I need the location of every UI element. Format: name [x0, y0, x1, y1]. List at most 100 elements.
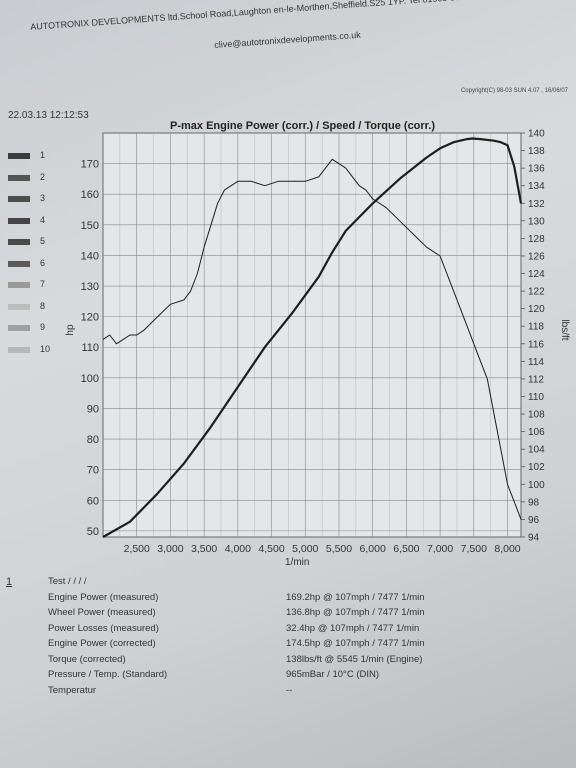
legend-label: 9	[40, 322, 46, 332]
result-value: 136.8hp @ 107mph / 7477 1/min	[286, 607, 425, 618]
legend-label: 7	[40, 279, 46, 289]
x-tick-label: 5,500	[326, 543, 352, 555]
legend-item: 3	[8, 193, 78, 205]
y2-tick-label: 98	[528, 497, 540, 508]
legend-swatch	[8, 260, 30, 267]
power-curve	[102, 137, 523, 538]
y-tick-label: 140	[81, 250, 99, 262]
legend-label: 6	[40, 257, 46, 268]
legend-label: 2	[40, 171, 46, 182]
result-label: Torque (corrected)	[48, 653, 126, 665]
result-row: Temperatur --	[0, 685, 576, 698]
legend-item: 7	[8, 279, 78, 291]
y-tick-label: 100	[81, 373, 99, 385]
y2-tick-label: 102	[528, 462, 545, 473]
result-row: Torque (corrected) 138lbs/ft @ 5545 1/min…	[0, 654, 576, 667]
legend-swatch	[8, 217, 30, 224]
legend-swatch	[8, 196, 30, 202]
result-row: Power Losses (measured) 32.4hp @ 107mph /…	[0, 623, 576, 636]
legend-swatch	[8, 239, 30, 245]
y-tick-label: 90	[87, 403, 99, 415]
chart-title: P-max Engine Power (corr.) / Speed / Tor…	[170, 120, 436, 132]
x-tick-label: 3,500	[191, 543, 217, 555]
x-tick-label: 8,000	[494, 543, 520, 555]
legend-label: 10	[40, 343, 51, 354]
y2-tick-label: 94	[528, 533, 540, 544]
run-number: 1	[6, 576, 13, 588]
x-tick-label: 5,000	[292, 543, 318, 555]
y2-tick-label: 100	[528, 480, 545, 491]
y2-tick-label: 112	[528, 374, 544, 385]
y-axis-label: hp	[65, 324, 76, 336]
y2-tick-label: 118	[528, 322, 544, 333]
y2-tick-label: 116	[528, 339, 544, 350]
y2-tick-label: 106	[528, 427, 545, 438]
result-value: 32.4hp @ 107mph / 7477 1/min	[286, 622, 420, 634]
result-row: Wheel Power (measured) 136.8hp @ 107mph /…	[0, 607, 576, 620]
result-label: Temperatur	[48, 684, 97, 696]
copyright-note: Copyright(C) 98-03 SUN 4.07 , 16/06/07	[460, 88, 568, 94]
y2-tick-label: 110	[528, 392, 544, 403]
y2-tick-label: 138	[528, 146, 545, 157]
x-tick-label: 6,500	[393, 543, 419, 555]
result-row: Pressure / Temp. (Standard) 965mBar / 10°…	[0, 669, 576, 682]
x-tick-label: 7,000	[427, 543, 453, 555]
y2-tick-label: 122	[528, 287, 545, 298]
result-row: Test / / / /	[0, 576, 576, 589]
y2-tick-label: 124	[528, 269, 545, 280]
y-tick-label: 80	[87, 434, 99, 446]
x-tick-label: 6,000	[360, 543, 386, 555]
result-value: --	[286, 684, 293, 696]
legend-item: 1	[8, 150, 78, 162]
y-tick-label: 70	[87, 465, 99, 477]
legend-label: 1	[40, 150, 46, 160]
legend-item: 9	[8, 322, 78, 334]
x-axis-label: 1/min	[285, 557, 310, 568]
legend-label: 3	[40, 193, 46, 203]
plot-area	[102, 132, 522, 538]
y-tick-label: 130	[81, 281, 99, 293]
result-label: Power Losses (measured)	[48, 622, 159, 634]
legend-item: 5	[8, 236, 78, 248]
test-datetime: 22.03.13 12:12:53	[8, 110, 89, 121]
y-tick-label: 150	[81, 220, 99, 232]
y2-tick-label: 120	[528, 304, 545, 315]
result-row: Engine Power (measured) 169.2hp @ 107mph …	[0, 592, 576, 605]
legend-label: 5	[40, 236, 46, 246]
legend-swatch	[8, 282, 30, 288]
result-label: Wheel Power (measured)	[48, 607, 156, 618]
y-tick-label: 160	[81, 189, 99, 201]
legend-item: 10	[8, 344, 78, 356]
y2-tick-label: 134	[528, 181, 545, 192]
x-tick-label: 4,500	[258, 543, 284, 555]
x-tick-label: 4,000	[225, 543, 251, 555]
x-tick-label: 7,500	[461, 543, 487, 555]
result-row: Engine Power (corrected) 174.5hp @ 107mph…	[0, 638, 576, 651]
x-tick-label: 3,000	[157, 543, 183, 555]
result-value: 174.5hp @ 107mph / 7477 1/min	[286, 638, 425, 649]
legend-label: 4	[40, 214, 46, 225]
y-tick-label: 120	[81, 312, 99, 324]
y2-tick-label: 130	[528, 216, 545, 227]
result-label: Pressure / Temp. (Standard)	[48, 669, 168, 680]
y2-axis-label: lbs/ft	[559, 319, 570, 340]
y2-tick-label: 132	[528, 199, 545, 210]
y2-tick-label: 128	[528, 234, 545, 245]
legend-item: 4	[8, 215, 78, 227]
y2-tick-label: 136	[528, 164, 545, 175]
result-value: 965mBar / 10°C (DIN)	[286, 669, 380, 680]
y-tick-label: 110	[81, 342, 99, 354]
legend-label: 8	[40, 300, 46, 311]
legend-swatch	[8, 303, 30, 310]
y2-tick-label: 96	[528, 515, 540, 526]
legend-item: 6	[8, 258, 78, 270]
y2-tick-label: 104	[528, 445, 545, 456]
torque-curve	[102, 158, 522, 520]
result-value: 169.2hp @ 107mph / 7477 1/min	[286, 591, 425, 603]
legend-swatch	[8, 174, 30, 181]
y2-tick-label: 126	[528, 251, 545, 262]
y-tick-label: 50	[87, 526, 99, 538]
y-tick-label: 60	[87, 495, 99, 507]
